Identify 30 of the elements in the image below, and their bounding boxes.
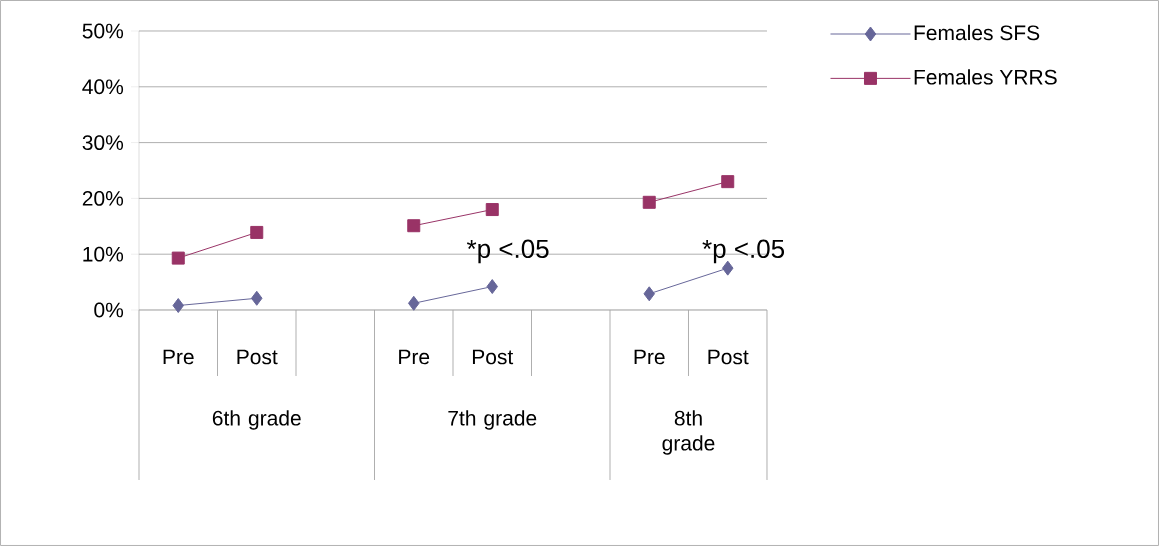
point <box>172 298 185 314</box>
y-tick-label: 10% <box>83 246 124 262</box>
point <box>250 225 264 239</box>
legend-label: Females YRRS <box>914 69 1057 85</box>
x-tick-label: Post <box>472 349 514 365</box>
annotation: *p <.05 <box>702 239 785 264</box>
y-tick-label: 0% <box>94 302 124 318</box>
text: 7th grade <box>448 410 537 430</box>
y-tick-label: 50% <box>82 23 124 39</box>
x-tick-label: Post <box>708 349 749 365</box>
point <box>251 290 263 306</box>
y-tick-label: 30% <box>82 135 124 151</box>
x-tick-label: Pre <box>634 349 665 365</box>
point <box>721 175 735 189</box>
point <box>486 279 498 295</box>
point <box>407 219 421 233</box>
point <box>171 251 185 265</box>
point <box>642 195 656 209</box>
annotation: *p <.05 <box>466 239 549 264</box>
x-tick-label: Post <box>237 349 278 365</box>
text: 6th grade <box>212 410 301 430</box>
point <box>408 295 420 311</box>
legend-label: Females SFS <box>914 24 1040 41</box>
point <box>643 286 655 302</box>
text: 8th grade <box>662 410 715 455</box>
x-tick-label: Pre <box>399 349 430 365</box>
y-tick-label: 20% <box>82 190 124 206</box>
x-tick-label: Pre <box>163 349 194 365</box>
point <box>485 203 499 217</box>
y-tick-label: 40% <box>82 79 124 95</box>
